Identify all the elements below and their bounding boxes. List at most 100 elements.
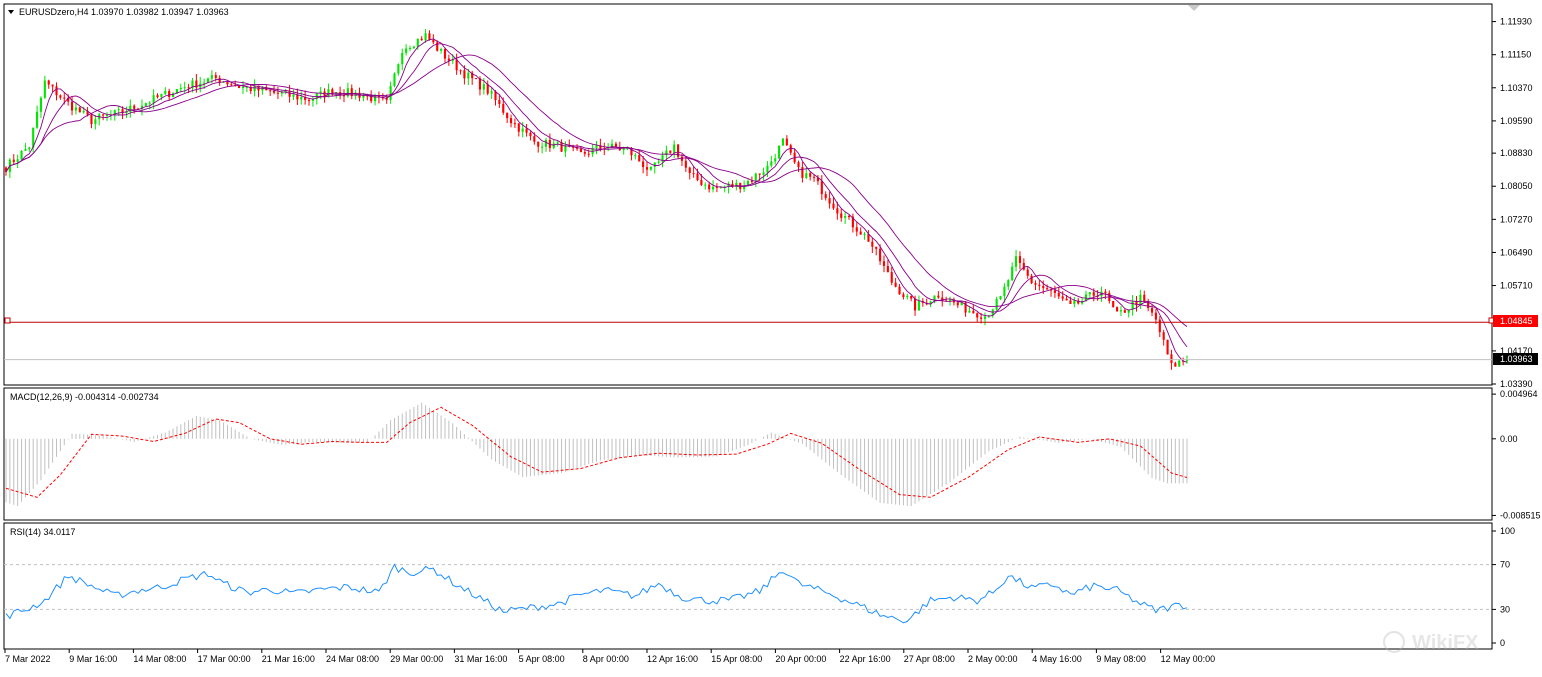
- macd-axis-label: 0.004964: [1500, 389, 1538, 399]
- candle-body: [397, 64, 400, 74]
- candle-body: [335, 92, 338, 95]
- candle-body: [735, 182, 738, 187]
- candle-body: [1123, 310, 1126, 313]
- candle-body: [910, 295, 913, 299]
- candle-body: [59, 95, 62, 98]
- candle-body: [408, 48, 412, 50]
- candle-body: [86, 110, 89, 115]
- rsi-panel-frame: [3, 522, 1493, 650]
- candle-body: [541, 146, 544, 148]
- candle-body: [486, 84, 489, 94]
- candle-body: [467, 72, 470, 79]
- candle-body: [4, 167, 8, 172]
- candle-body: [36, 111, 39, 128]
- candle-body: [117, 109, 120, 111]
- candle-body: [1104, 291, 1107, 294]
- candle-body: [948, 299, 952, 301]
- rsi-layer: [4, 563, 1492, 624]
- candle-body: [272, 90, 276, 93]
- time-axis-label: 17 Mar 00:00: [198, 654, 251, 664]
- macd-info-label: MACD(12,26,9) -0.004314 -0.002734: [10, 392, 159, 402]
- candle-body: [331, 89, 334, 95]
- candle-body: [1174, 363, 1177, 367]
- candle-body: [1061, 296, 1064, 299]
- candle-body: [362, 95, 365, 98]
- candle-body: [999, 296, 1002, 299]
- candles-layer: [4, 29, 1189, 370]
- candle-body: [867, 233, 870, 242]
- candle-body: [614, 143, 617, 148]
- candle-body: [451, 59, 454, 61]
- candle-body: [688, 167, 691, 174]
- candle-body: [432, 39, 435, 43]
- candle-body: [226, 81, 229, 85]
- candle-body: [972, 310, 975, 314]
- candle-body: [1092, 292, 1095, 296]
- candle-body: [39, 97, 43, 112]
- candle-body: [148, 102, 151, 104]
- time-axis-label: 22 Apr 16:00: [840, 654, 891, 664]
- candle-body: [24, 149, 27, 151]
- price-axis-label: 1.11930: [1500, 17, 1532, 27]
- time-axis-label: 29 Mar 00:00: [390, 654, 443, 664]
- level-line-left-handle[interactable]: [4, 317, 11, 324]
- chart-shift-marker[interactable]: [1188, 5, 1200, 11]
- candle-body: [886, 265, 889, 273]
- candle-body: [311, 98, 314, 101]
- candle-body: [1158, 319, 1161, 333]
- time-axis-label: 9 May 08:00: [1096, 654, 1146, 664]
- candle-body: [1131, 301, 1134, 310]
- candle-body: [32, 127, 35, 148]
- price-axis-label: 1.08830: [1500, 148, 1533, 158]
- candle-body: [428, 33, 431, 40]
- candle-body: [443, 48, 447, 59]
- candle-body: [517, 123, 520, 132]
- candle-body: [183, 87, 186, 89]
- candle-body: [622, 148, 625, 151]
- candle-body: [342, 95, 346, 97]
- candle-body: [51, 84, 54, 87]
- candle-body: [1038, 284, 1041, 286]
- level-price-box: [1493, 315, 1538, 327]
- candle-body: [43, 80, 46, 98]
- candle-body: [1154, 312, 1157, 320]
- candle-body: [393, 73, 396, 86]
- candle-body: [160, 93, 163, 98]
- candle-body: [1084, 294, 1088, 301]
- candle-body: [649, 166, 652, 170]
- symbol-menu-triangle-icon[interactable]: [8, 10, 14, 14]
- candle-body: [463, 70, 466, 79]
- candle-body: [276, 92, 280, 94]
- candle-body: [1007, 280, 1010, 287]
- candle-body: [1139, 294, 1142, 306]
- candle-body: [1088, 292, 1091, 295]
- candle-body: [680, 156, 684, 161]
- candle-body: [645, 167, 649, 170]
- time-axis-label: 15 Apr 08:00: [711, 654, 762, 664]
- candle-body: [762, 172, 765, 175]
- macd-axis-label: 0.00: [1500, 434, 1518, 444]
- candle-body: [626, 147, 629, 149]
- candle-body: [164, 90, 167, 94]
- candle-body: [121, 109, 124, 114]
- candle-body: [47, 80, 50, 85]
- candle-body: [863, 233, 866, 235]
- candle-body: [389, 85, 392, 100]
- candle-body: [82, 110, 85, 113]
- candle-body: [995, 298, 998, 310]
- candle-body: [230, 84, 233, 86]
- candle-body: [781, 138, 785, 146]
- candle-body: [820, 181, 823, 195]
- symbol-info-label: EURUSDzero,H4 1.03970 1.03982 1.03947 1.…: [19, 7, 229, 17]
- candle-body: [677, 144, 680, 157]
- candle-body: [595, 145, 598, 149]
- moving-averages-layer: [5, 38, 1188, 363]
- candle-body: [370, 95, 373, 102]
- candle-body: [490, 91, 493, 94]
- wikifx-watermark: WikiFX: [1383, 631, 1479, 654]
- candle-body: [560, 142, 563, 152]
- candle-body: [319, 91, 322, 94]
- candle-body: [579, 148, 583, 152]
- candle-body: [548, 139, 551, 148]
